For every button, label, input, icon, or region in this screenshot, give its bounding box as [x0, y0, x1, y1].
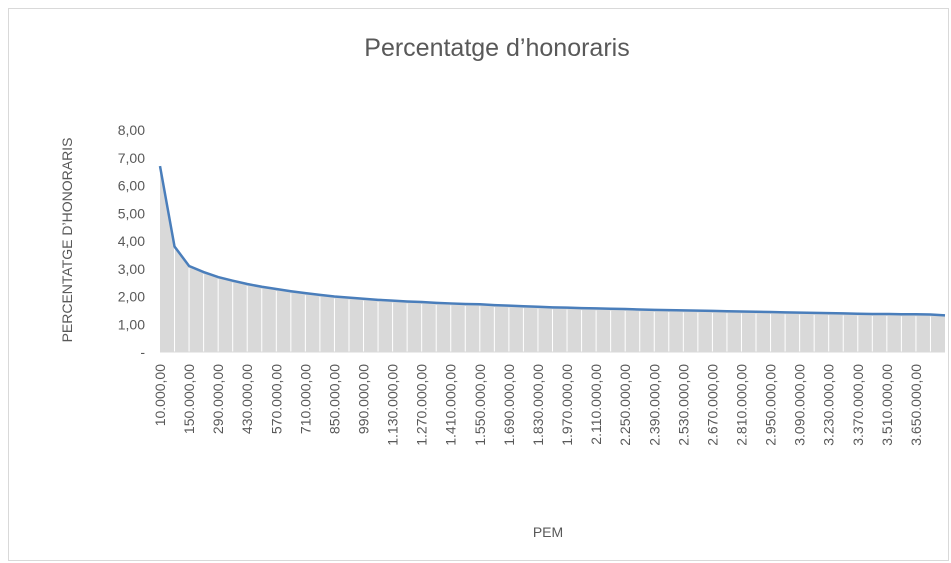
x-tick-label: 2.670.000,00 — [704, 364, 720, 446]
x-tick-label: 2.250.000,00 — [617, 364, 633, 446]
x-tick-label: 3.090.000,00 — [792, 364, 808, 446]
x-tick-label: 2.110.000,00 — [588, 364, 604, 445]
y-tick-label: 1,00 — [118, 316, 145, 332]
x-tick-label: 10.000,00 — [152, 364, 168, 426]
x-tick-label: 1.830.000,00 — [530, 364, 546, 446]
x-tick-label: 1.130.000,00 — [385, 364, 401, 446]
x-tick-label: 2.950.000,00 — [763, 364, 779, 446]
x-tick-label: 2.390.000,00 — [646, 364, 662, 446]
line — [158, 165, 946, 317]
y-tick-label: 8,00 — [118, 122, 145, 138]
x-tick-label: 3.370.000,00 — [850, 364, 866, 446]
y-tick-label: 4,00 — [118, 233, 145, 249]
y-axis-title: PERCENTATGE D’HONORARIS — [59, 138, 75, 343]
x-tick-label: 570.000,00 — [268, 364, 284, 434]
y-tick-label: 7,00 — [118, 150, 145, 166]
x-tick-label: 1.550.000,00 — [472, 364, 488, 446]
x-tick-label: 850.000,00 — [326, 364, 342, 434]
y-tick-label: 3,00 — [118, 261, 145, 277]
y-tick-label: 6,00 — [118, 178, 145, 194]
x-tick-label: 1.410.000,00 — [443, 364, 459, 446]
x-tick-label: 290.000,00 — [210, 364, 226, 434]
x-tick-label: 2.810.000,00 — [733, 364, 749, 446]
x-tick-label: 2.530.000,00 — [675, 364, 691, 446]
x-tick-label: 990.000,00 — [356, 364, 372, 434]
chart-border — [8, 8, 949, 561]
x-tick-label: 1.970.000,00 — [559, 364, 575, 446]
x-tick-label: 3.510.000,00 — [879, 364, 895, 446]
x-axis-title: PEM — [533, 524, 563, 540]
x-tick-label: 1.690.000,00 — [501, 364, 517, 446]
x-tick-label: 3.650.000,00 — [908, 364, 924, 446]
x-tick-label: 430.000,00 — [239, 364, 255, 434]
y-tick-label: 5,00 — [118, 205, 145, 221]
x-tick-label: 150.000,00 — [181, 364, 197, 434]
x-tick-label: 710.000,00 — [297, 364, 313, 434]
x-tick-label: 1.270.000,00 — [414, 364, 430, 446]
x-tick-label: 3.230.000,00 — [821, 364, 837, 446]
y-tick-label: - — [140, 344, 145, 360]
area — [160, 166, 945, 352]
y-tick-label: 2,00 — [118, 289, 145, 305]
chart-title: Percentatge d’honoraris — [364, 34, 629, 62]
